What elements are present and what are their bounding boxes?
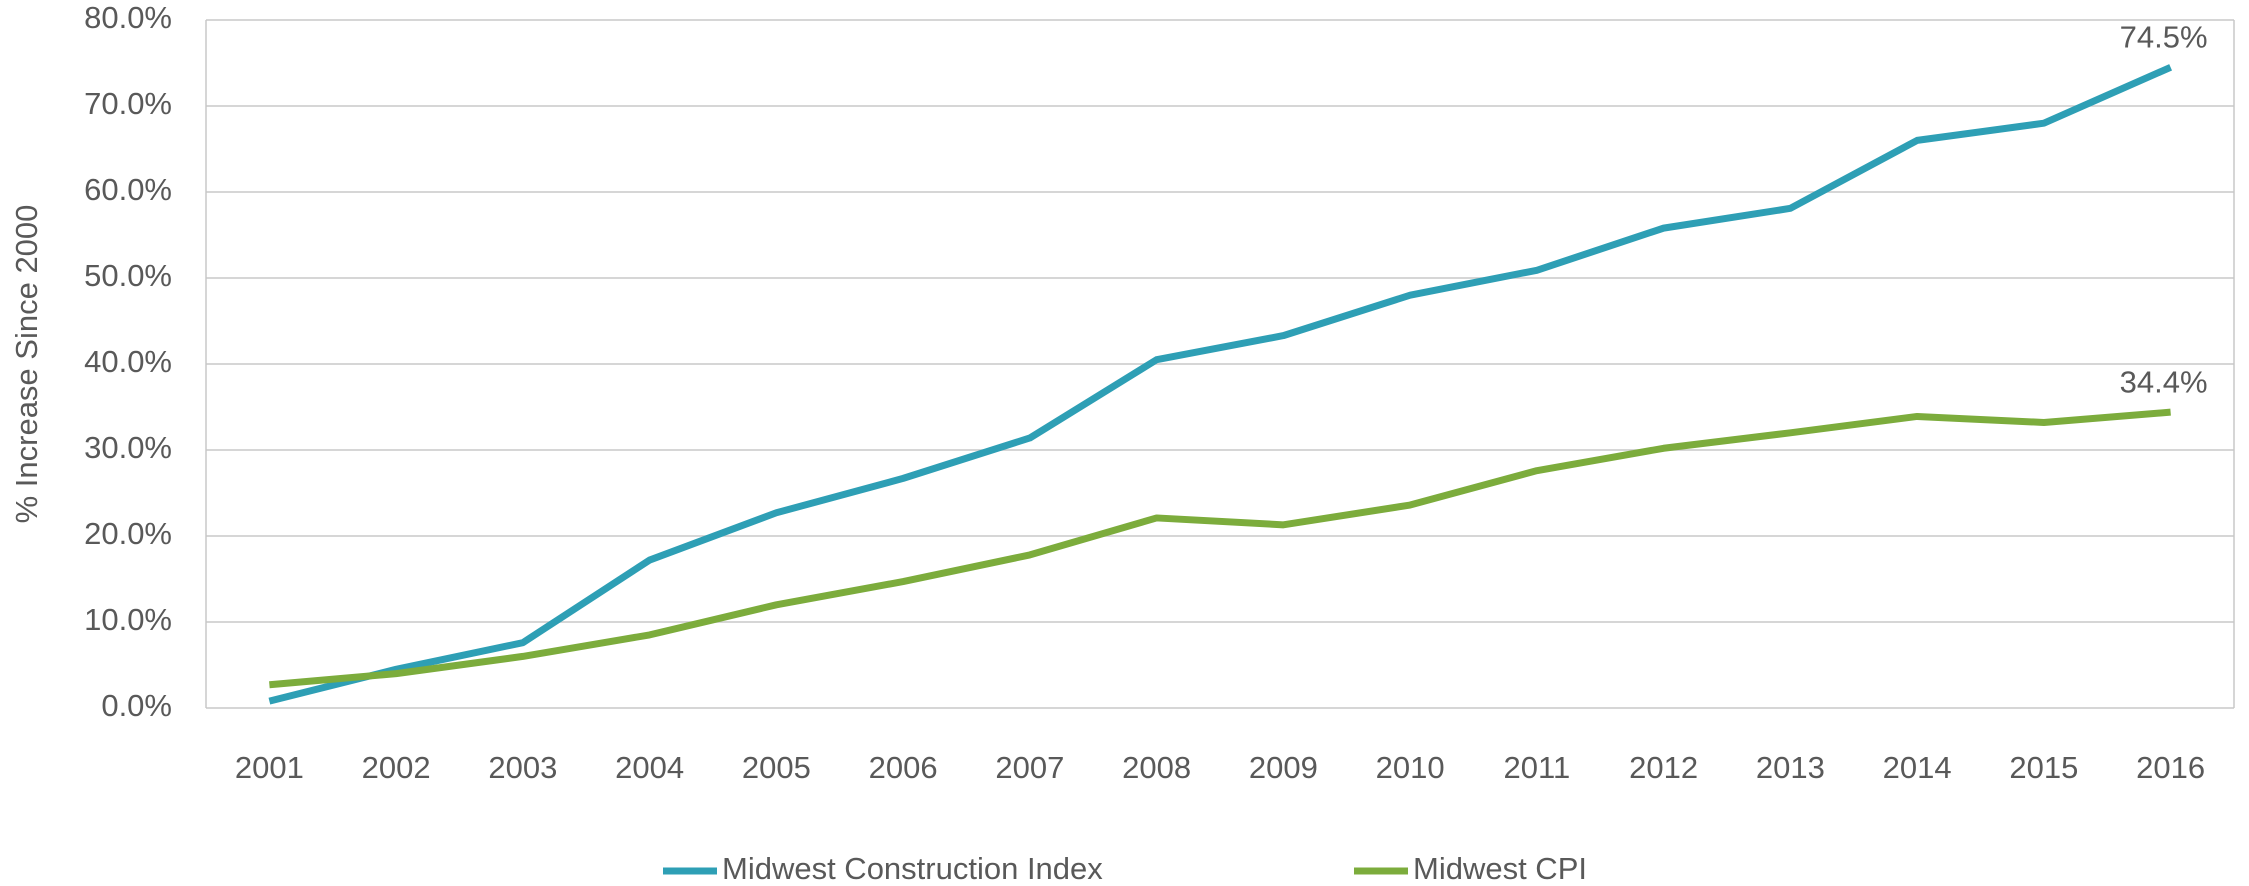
x-tick-label: 2001: [235, 750, 304, 785]
x-tick-label: 2013: [1756, 750, 1825, 785]
legend-label: Midwest CPI: [1413, 851, 1587, 886]
y-tick-label: 30.0%: [84, 430, 172, 465]
y-tick-label: 10.0%: [84, 602, 172, 637]
y-axis-label: % Increase Since 2000: [9, 205, 44, 524]
series-line: [268, 64, 2173, 705]
y-tick-label: 20.0%: [84, 516, 172, 551]
x-tick-label: 2016: [2136, 750, 2205, 785]
x-tick-label: 2011: [1504, 750, 1571, 785]
series-line: [269, 408, 2171, 689]
x-tick-label: 2008: [1122, 750, 1191, 785]
legend-label: Midwest Construction Index: [722, 851, 1103, 886]
x-tick-label: 2015: [2009, 750, 2078, 785]
data-label: 34.4%: [2120, 364, 2208, 399]
data-label: 74.5%: [2120, 19, 2208, 54]
x-tick-label: 2005: [742, 750, 811, 785]
y-tick-label: 0.0%: [101, 688, 172, 723]
y-tick-label: 70.0%: [84, 86, 172, 121]
x-tick-label: 2014: [1883, 750, 1952, 785]
y-tick-label: 50.0%: [84, 258, 172, 293]
x-tick-label: 2003: [488, 750, 557, 785]
x-tick-label: 2002: [362, 750, 431, 785]
x-tick-label: 2007: [995, 750, 1064, 785]
x-tick-label: 2012: [1629, 750, 1698, 785]
y-tick-label: 40.0%: [84, 344, 172, 379]
x-tick-label: 2009: [1249, 750, 1318, 785]
y-tick-label: 60.0%: [84, 172, 172, 207]
x-tick-label: 2010: [1376, 750, 1445, 785]
y-tick-label: 80.0%: [84, 0, 172, 35]
x-tick-label: 2006: [869, 750, 938, 785]
x-tick-label: 2004: [615, 750, 684, 785]
